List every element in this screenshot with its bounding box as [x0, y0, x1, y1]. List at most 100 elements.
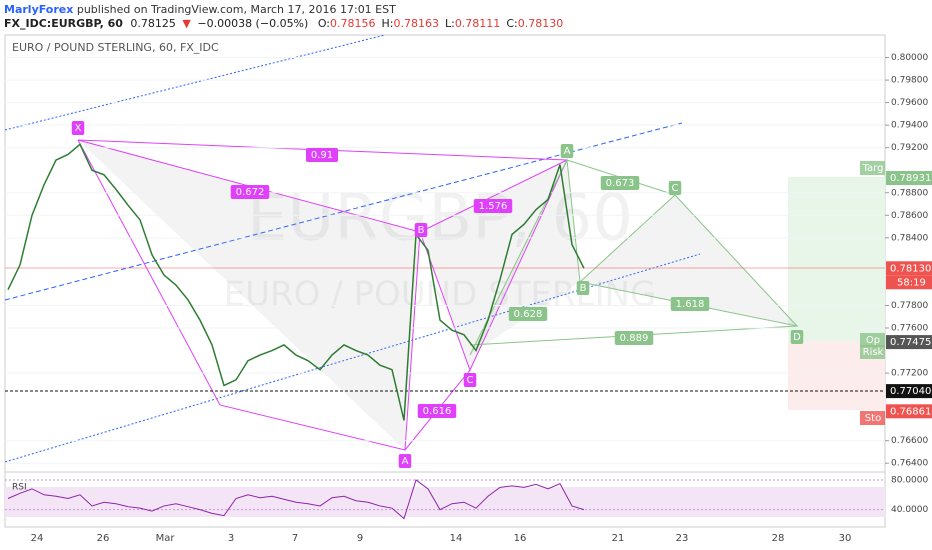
rsi-line [7, 479, 585, 520]
y-tick-label: 0.79400 [891, 121, 928, 131]
pattern-point-bg [790, 330, 804, 344]
pattern-ratio: 0.672 [236, 187, 265, 198]
pattern-point: B [418, 225, 425, 236]
quote-key: H: [381, 17, 393, 30]
y-tick-label: 0.80000 [891, 53, 928, 63]
price-tag [886, 404, 932, 419]
x-tick-label: 9 [357, 533, 363, 544]
price-tag [886, 171, 932, 186]
rsi-tick-label: 80.0000 [891, 475, 928, 485]
y-tick-label: 0.78600 [891, 211, 928, 221]
pattern-point: C [467, 375, 474, 386]
quote-line: FX_IDC:EURGBP, 60 0.78125 ▼ −0.00038 (−0… [4, 17, 563, 30]
price-tag [886, 261, 932, 276]
pattern-point-bg [414, 223, 428, 237]
pattern-fill [78, 140, 420, 450]
quote-key: C: [506, 17, 517, 30]
x-tick-label: 21 [612, 533, 625, 544]
rsi-tick-label: 40.0000 [891, 505, 928, 515]
pattern-ratio: 1.618 [676, 299, 705, 310]
pattern-ratio: 0.889 [620, 333, 649, 344]
target-box [788, 177, 885, 341]
y-tick-label: 0.79600 [891, 98, 928, 108]
pattern-point-bg [576, 281, 590, 295]
pattern-ratio-bg [306, 148, 338, 162]
y-tick-label: 0.77600 [891, 324, 928, 334]
x-tick-label: 30 [839, 533, 852, 544]
x-tick-label: Mar [156, 533, 176, 544]
quote-value: 0.78130 [518, 17, 564, 30]
y-tick-label: 0.79200 [891, 143, 928, 153]
price-tag-label: 0.78130 [890, 263, 931, 274]
pattern-fill [580, 195, 797, 326]
quote-value: 0.78163 [393, 17, 439, 30]
box-label: Targ [862, 163, 884, 174]
y-tick-label: 0.77800 [891, 301, 928, 311]
x-tick-label: 26 [97, 533, 110, 544]
pattern-ratio-bg [600, 176, 640, 190]
box-label-bg [860, 161, 885, 175]
quote-key: L: [445, 17, 455, 30]
pattern-point-bg [398, 454, 412, 468]
countdown: 58:19 [897, 277, 926, 288]
trend-line [4, 122, 683, 301]
pattern-ratio-bg [508, 307, 548, 321]
price-tag [886, 384, 932, 399]
pattern-point-bg [668, 181, 682, 195]
quote-value: 0.78156 [330, 17, 376, 30]
price-tag-label: 0.77475 [890, 337, 931, 348]
rsi-title: RSI [12, 483, 27, 493]
pattern-point: B [580, 283, 587, 294]
price-tag-label: 0.77040 [890, 386, 931, 397]
y-tick-label: 0.76600 [891, 436, 928, 446]
pattern-fill [470, 160, 580, 355]
price-tag-label: 0.76861 [890, 406, 931, 417]
y-tick-label: 0.77200 [891, 369, 928, 379]
trend-line [4, 34, 386, 131]
box-label-bg [860, 345, 885, 359]
rsi-band [5, 487, 885, 517]
box-label: Risk [863, 347, 884, 358]
symbol: FX_IDC:EURGBP, 60 [4, 17, 123, 30]
pattern-point: X [75, 123, 82, 134]
pattern-ratio-bg [670, 297, 710, 311]
pattern-line [419, 159, 568, 233]
pattern-ratio: 0.673 [606, 178, 635, 189]
x-tick-label: 7 [292, 533, 298, 544]
box-label-bg [860, 411, 885, 425]
pattern-ratio: 0.616 [423, 406, 452, 417]
pattern-point: C [672, 183, 679, 194]
pattern-point-bg [560, 144, 574, 158]
x-tick-label: 28 [772, 533, 785, 544]
pattern-line [77, 139, 568, 451]
price-tag [886, 335, 932, 350]
author[interactable]: MarlyForex [4, 3, 73, 16]
pattern-ratio: 0.91 [311, 150, 333, 161]
last: 0.78125 [130, 17, 176, 30]
published: published on TradingView.com, March 17, … [77, 3, 396, 16]
box-label: Sto [865, 413, 881, 424]
arrow: ▼ [182, 17, 191, 30]
box-label: Op [866, 335, 880, 346]
pattern-point-bg [463, 373, 477, 387]
box-label-bg [860, 333, 885, 347]
pattern-ratio-bg [614, 331, 654, 345]
quote-key: O: [318, 17, 330, 30]
pattern-point-bg [71, 121, 85, 135]
price-line [7, 143, 585, 421]
pattern-ratio-bg [473, 199, 513, 213]
quote-value: 0.78111 [455, 17, 501, 30]
countdown-bg [886, 275, 932, 290]
pattern-ratio: 1.576 [479, 201, 508, 212]
pattern-point: D [793, 332, 801, 343]
pattern-ratio-bg [230, 185, 270, 199]
chart-title: EURO / POUND STERLING, 60, FX_IDC [12, 41, 219, 54]
x-tick-label: 3 [228, 533, 234, 544]
header-line: MarlyForex published on TradingView.com,… [4, 3, 396, 16]
change: −0.00038 (−0.05%) [197, 17, 308, 30]
price-tag-label: 0.78931 [890, 173, 931, 184]
x-tick-label: 24 [31, 533, 44, 544]
y-tick-label: 0.79800 [891, 76, 928, 86]
